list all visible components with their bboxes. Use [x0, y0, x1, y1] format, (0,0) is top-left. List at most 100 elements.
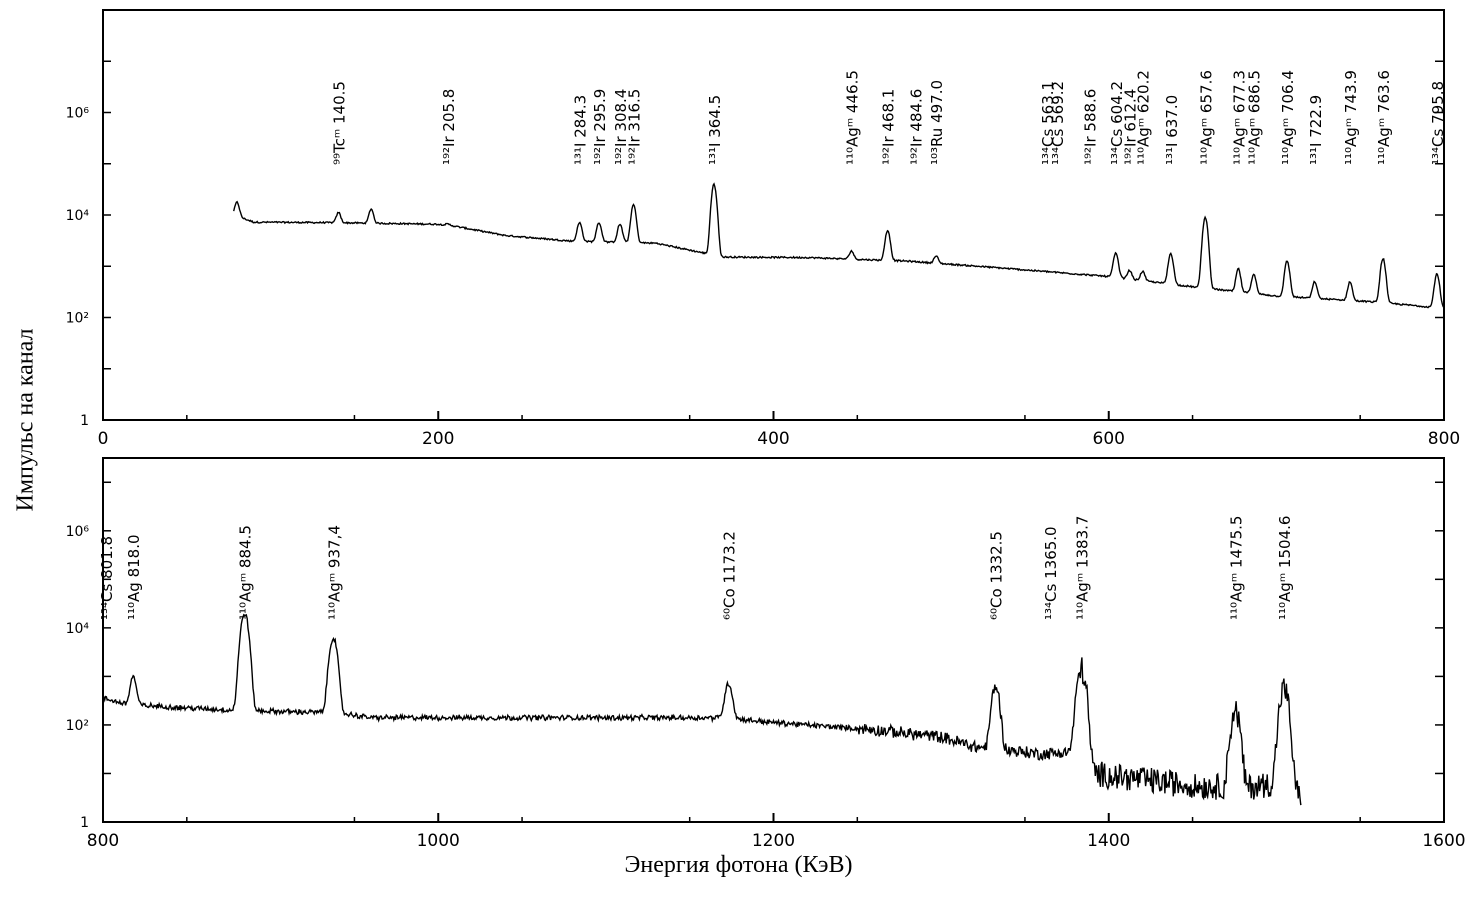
peak-label-isotope: ¹³⁴Cs — [98, 579, 116, 620]
peak-label-isotope: ¹⁹²Ir — [612, 132, 630, 165]
y-axis-label: Импульс на канал — [12, 328, 39, 512]
peak-label-isotope: ¹⁹²Ir — [591, 132, 609, 165]
peak-label-energy: 140.5 — [331, 81, 349, 124]
peak-label-energy: 364.5 — [706, 95, 724, 138]
y-tick-label: 1 — [80, 815, 89, 831]
peak-label-isotope: ¹¹⁰Agᵐ — [843, 113, 861, 165]
x-tick-label: 0 — [98, 429, 109, 449]
peak-label-energy: 884.5 — [237, 525, 255, 568]
peak-label: ¹⁹²Ir 308.4 — [612, 89, 630, 165]
peak-label-isotope: ¹³⁴Cs — [1042, 579, 1060, 620]
y-tick-label: 10² — [66, 718, 89, 734]
peak-label-isotope: ¹¹⁰Agᵐ — [1197, 113, 1215, 165]
peak-label: ¹¹⁰Agᵐ 884.5 — [237, 525, 255, 620]
peak-label: ¹¹⁰Agᵐ 1504.6 — [1276, 516, 1294, 620]
peak-label-isotope: ¹¹⁰Agᵐ — [1246, 113, 1264, 165]
peak-label-energy: 1365.0 — [1042, 526, 1060, 579]
peak-label-energy: 563.1 — [1039, 81, 1057, 124]
peak-label: ¹¹⁰Agᵐ 743.9 — [1342, 70, 1360, 165]
peak-label-isotope: ¹³⁴Cs — [1049, 124, 1067, 165]
peak-label: ¹¹⁰Agᵐ 1383.7 — [1073, 516, 1091, 620]
peak-label: ¹¹⁰Agᵐ 706.4 — [1279, 70, 1297, 165]
x-tick-label: 800 — [87, 831, 119, 851]
peak-label: ¹¹⁰Agᵐ 937,4 — [325, 525, 343, 620]
peak-label: ¹³¹I 284.3 — [572, 95, 590, 165]
peak-label: ¹¹⁰Agᵐ 677.3 — [1230, 70, 1248, 165]
peak-label-energy: 620.2 — [1135, 70, 1153, 113]
y-tick-label: 10⁶ — [66, 106, 90, 122]
peak-label-energy: 205.8 — [440, 89, 458, 132]
peak-label-energy: 743.9 — [1342, 70, 1360, 113]
peak-label-energy: 1475.5 — [1227, 516, 1245, 569]
peak-label: ¹¹⁰Agᵐ 620.2 — [1135, 70, 1153, 165]
peak-label-energy: 937,4 — [325, 525, 343, 568]
peak-label: ¹⁰³Ru 497.0 — [928, 80, 946, 165]
peak-label: ¹³⁴Cs 604.2 — [1108, 81, 1126, 165]
panel-bottom: 800 1000 1200 1400 1600 1 10² 10⁴ 10⁶ ¹³⁴Cs 801.8… — [66, 457, 1466, 851]
peak-label-energy: 604.2 — [1108, 81, 1126, 124]
peak-label-energy: 818.0 — [125, 534, 143, 577]
peak-label: ⁹⁹Tcᵐ 140.5 — [331, 81, 349, 165]
peak-label-energy: 468.1 — [880, 89, 898, 132]
peak-label: ¹⁹²Ir 468.1 — [880, 89, 898, 165]
y-tick-label: 10⁶ — [66, 524, 90, 540]
peak-label-energy: 284.3 — [572, 95, 590, 138]
peak-label-isotope: ¹¹⁰Agᵐ — [237, 568, 255, 620]
peak-label-isotope: ¹⁹²Ir — [626, 132, 644, 165]
peak-label: ¹³¹I 364.5 — [706, 95, 724, 165]
peak-label-energy: 295.9 — [591, 89, 609, 132]
x-tick-label: 1400 — [1087, 831, 1130, 851]
peak-label-isotope: ⁶⁰Co — [988, 584, 1006, 620]
x-axis-label: Энергия фотона (КэВ) — [624, 852, 853, 878]
peak-label-energy: 795.8 — [1429, 81, 1447, 124]
peak-label-isotope: ¹³⁴Cs — [1429, 124, 1447, 165]
peak-label-isotope: ¹³⁴Cs — [1039, 124, 1057, 165]
peak-label-energy: 706.4 — [1279, 70, 1297, 113]
x-tick-label: 600 — [1093, 429, 1125, 449]
peak-label-isotope: ¹¹⁰Agᵐ — [1276, 568, 1294, 620]
peak-label-isotope: ¹³¹I — [706, 138, 724, 165]
peak-label-isotope: ¹³¹I — [1307, 138, 1325, 165]
peak-label-isotope: ⁶⁰Co — [721, 584, 739, 620]
peak-label: ¹³¹I 722.9 — [1307, 95, 1325, 165]
peak-label: ¹¹⁰Agᵐ 446.5 — [843, 70, 861, 165]
peak-label-energy: 657.6 — [1197, 70, 1215, 113]
peak-label: ⁶⁰Co 1173.2 — [721, 531, 739, 620]
x-tick-label: 200 — [422, 429, 454, 449]
peak-label-energy: 497.0 — [928, 80, 946, 123]
y-tick-label: 10⁴ — [66, 621, 90, 637]
peak-label-energy: 484.6 — [907, 89, 925, 132]
peak-label: ⁶⁰Co 1332.5 — [988, 531, 1006, 620]
peak-label-isotope: ¹¹⁰Agᵐ — [1135, 113, 1153, 165]
x-tick-label: 1600 — [1422, 831, 1465, 851]
spectrum-line-top — [233, 182, 1445, 309]
peak-label: ¹³⁴Cs 1365.0 — [1042, 526, 1060, 620]
peak-label: ¹³¹I 637.0 — [1163, 95, 1181, 165]
peak-label-isotope: ¹⁹²Ir — [880, 132, 898, 165]
peak-label-isotope: ¹⁰³Ru — [928, 123, 946, 165]
peak-label-isotope: ¹⁹²Ir — [907, 132, 925, 165]
peak-label-isotope: ⁹⁹Tcᵐ — [331, 124, 349, 165]
x-tick-label: 1200 — [752, 831, 795, 851]
peak-label: ¹¹⁰Agᵐ 763.6 — [1375, 70, 1393, 165]
peak-label-isotope: ¹¹⁰Ag — [125, 577, 143, 620]
peak-label: ¹³⁴Cs 569.2 — [1049, 81, 1067, 165]
peak-label: ¹⁹²Ir 295.9 — [591, 89, 609, 165]
peak-label-energy: 1173.2 — [721, 531, 739, 584]
peak-label-isotope: ¹¹⁰Agᵐ — [1342, 113, 1360, 165]
plot-frame-bottom — [102, 457, 1445, 823]
peak-label: ¹⁹²Ir 316.5 — [626, 89, 644, 165]
peak-label-energy: 763.6 — [1375, 70, 1393, 113]
y-tick-label: 10² — [66, 311, 89, 327]
peak-label-isotope: ¹⁹²Ir — [440, 132, 458, 165]
peak-label-energy: 588.6 — [1082, 89, 1100, 132]
peak-label-isotope: ¹¹⁰Agᵐ — [1227, 568, 1245, 620]
peak-label: ¹⁹²Ir 612.4 — [1122, 89, 1140, 165]
peak-label: ¹⁹²Ir 205.8 — [440, 89, 458, 165]
peak-label-isotope: ¹³⁴Cs — [1108, 124, 1126, 165]
peak-label-energy: 569.2 — [1049, 81, 1067, 124]
peak-label: ¹³⁴Cs 563.1 — [1039, 81, 1057, 165]
peak-label: ¹³⁴Cs 795.8 — [1429, 81, 1447, 165]
spectrum-line-bottom — [102, 613, 1302, 806]
